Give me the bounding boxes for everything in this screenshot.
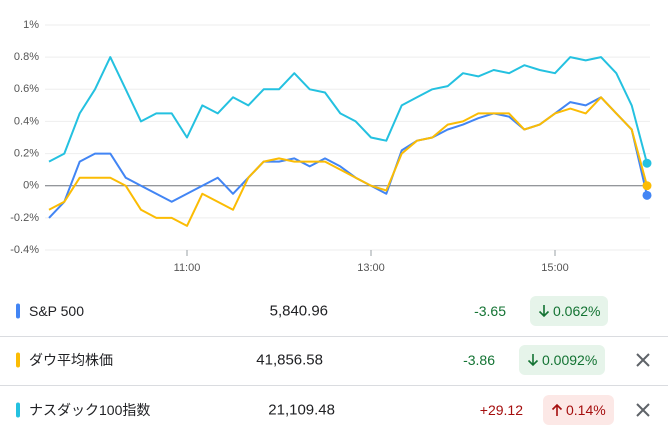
row: S&P 500 5,840.96 -3.65 0.062%	[0, 287, 668, 335]
index-name: ダウ平均株価	[29, 352, 113, 368]
x-tick-label: 11:00	[174, 262, 201, 274]
y-tick-label: -0.4%	[10, 244, 39, 256]
arrow-down	[538, 305, 550, 318]
index-name: S&P 500	[29, 303, 85, 319]
series-color	[16, 402, 20, 418]
series-color	[16, 303, 20, 319]
end-dot	[642, 158, 652, 168]
y-tick-label: 0.8%	[14, 51, 39, 63]
percent: 0.0092%	[542, 352, 598, 368]
arrow-up	[551, 403, 563, 416]
price: 41,856.58	[256, 351, 323, 369]
percent-badge: 0.062%	[530, 296, 609, 326]
arrow-down	[527, 354, 539, 367]
change: +29.12	[479, 402, 523, 418]
y-tick-label: 0.4%	[14, 115, 39, 127]
change: -3.65	[474, 303, 506, 319]
series-color	[16, 352, 20, 368]
y-tick-label: 1%	[23, 19, 39, 31]
change: -3.86	[463, 352, 495, 368]
x-tick-label: 13:00	[357, 262, 385, 274]
percent: 0.14%	[566, 402, 606, 418]
end-dot	[642, 190, 652, 200]
percent: 0.062%	[553, 303, 601, 319]
series-line	[48, 96, 648, 227]
remove-button[interactable]	[633, 400, 653, 420]
remove-button[interactable]	[633, 350, 653, 370]
y-tick-label: -0.2%	[10, 212, 39, 224]
percent-badge: 0.0092%	[519, 345, 606, 375]
row: ナスダック100指数 21,109.48 +29.12 0.14%	[0, 386, 668, 434]
divider	[0, 385, 668, 386]
row: ダウ平均株価 41,856.58 -3.86 0.0092%	[0, 336, 668, 384]
percent-badge: 0.14%	[543, 395, 614, 425]
chart: 1% 0.8% 0.6% 0.4% 0.2% 0% -0.2% -0.4% 11:00 13:00…	[10, 19, 652, 274]
series-line	[48, 56, 648, 164]
price: 21,109.48	[268, 401, 335, 419]
end-dot	[642, 181, 652, 191]
x-tick-label: 15:00	[541, 262, 569, 274]
y-tick-label: 0.2%	[14, 147, 39, 159]
index-name: ナスダック100指数	[29, 402, 151, 418]
price: 5,840.96	[269, 302, 328, 320]
divider	[0, 336, 668, 337]
y-tick-label: 0%	[23, 180, 39, 192]
y-tick-label: 0.6%	[14, 83, 39, 95]
